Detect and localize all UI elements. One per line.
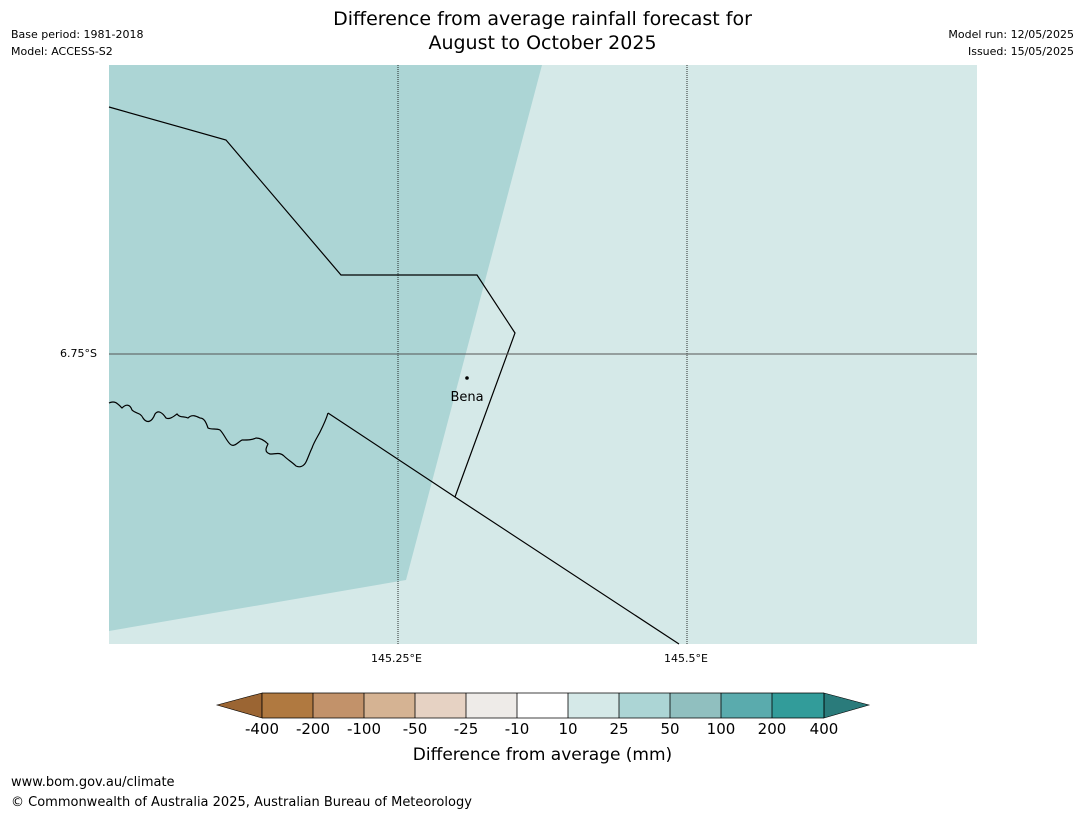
colorbar-bin-10 [721, 693, 772, 718]
map-title-line-2: August to October 2025 [428, 32, 657, 54]
model-run: Model run: 12/05/2025 [948, 28, 1074, 41]
lat-label: 6.75°S [60, 347, 97, 360]
issued-date: Issued: 15/05/2025 [967, 45, 1074, 58]
town-marker-bena [465, 376, 469, 380]
colorbar-bin-5 [466, 693, 517, 718]
footer-url: www.bom.gov.au/climate [11, 775, 175, 790]
province-boundary [108, 106, 516, 498]
colorbar [215, 692, 871, 719]
colorbar-tick: 100 [706, 720, 736, 738]
colorbar-bin-6 [517, 693, 568, 718]
colorbar-tick: 400 [809, 720, 839, 738]
colorbar-tick: -10 [504, 720, 530, 738]
footer-copyright: © Commonwealth of Australia 2025, Austra… [11, 795, 472, 810]
meta-left: Base period: 1981-2018 Model: ACCESS-S2 [11, 26, 143, 60]
town-label-bena: Bena [450, 390, 483, 405]
rainfall-zone-25-50 [109, 65, 542, 631]
colorbar-bin-7 [568, 693, 619, 718]
colorbar-extend-high [823, 692, 871, 719]
model-name: Model: ACCESS-S2 [11, 45, 113, 58]
base-period: Base period: 1981-2018 [11, 28, 144, 41]
colorbar-extend-low [215, 692, 263, 719]
colorbar-tick: 25 [609, 720, 629, 738]
colorbar-tick: 50 [660, 720, 680, 738]
colorbar-bin-2 [313, 693, 364, 718]
colorbar-bin-8 [619, 693, 670, 718]
river-line [108, 401, 329, 468]
colorbar-tick: -100 [346, 720, 382, 738]
lon-label-1: 145.25°E [371, 652, 422, 665]
colorbar-bin-4 [415, 693, 466, 718]
colorbar-bin-3 [364, 693, 415, 718]
colorbar-tick: 10 [558, 720, 578, 738]
colorbar-tick: -400 [244, 720, 280, 738]
province-boundary-south [327, 412, 680, 645]
colorbar-tick: 200 [757, 720, 787, 738]
colorbar-bin-11 [772, 693, 824, 718]
map-title-line-1: Difference from average rainfall forecas… [333, 8, 752, 30]
colorbar-tick: -50 [402, 720, 428, 738]
colorbar-label: Difference from average (mm) [412, 745, 673, 765]
colorbar-tick: -25 [453, 720, 479, 738]
colorbar-bin-1 [262, 693, 313, 718]
colorbar-tick: -200 [295, 720, 331, 738]
meta-right: Model run: 12/05/2025 Issued: 15/05/2025 [948, 26, 1074, 60]
lon-label-2: 145.5°E [664, 652, 708, 665]
colorbar-bin-9 [670, 693, 721, 718]
